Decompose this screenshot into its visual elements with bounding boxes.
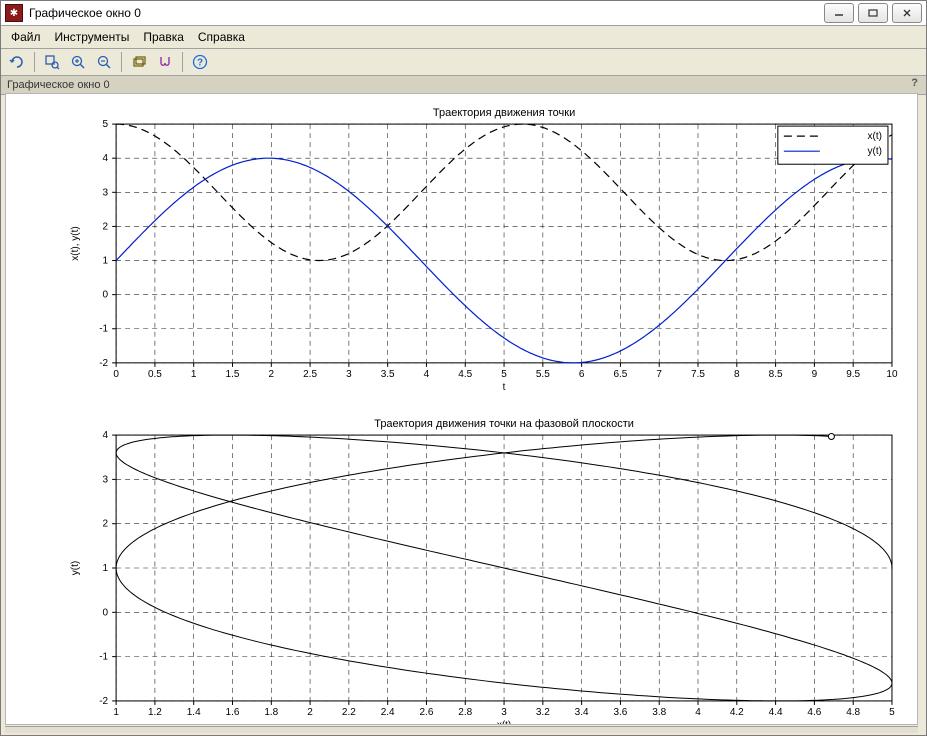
svg-text:1.8: 1.8 [264, 707, 278, 718]
svg-text:0: 0 [103, 607, 109, 618]
svg-text:-1: -1 [99, 324, 108, 335]
toolbar-separator [182, 52, 183, 72]
svg-text:4: 4 [424, 369, 430, 380]
titlebar: ✱ Графическое окно 0 [1, 1, 926, 26]
menu-item[interactable]: Справка [192, 28, 251, 46]
svg-text:-1: -1 [99, 652, 108, 663]
svg-text:5: 5 [501, 369, 507, 380]
svg-text:4.8: 4.8 [846, 707, 860, 718]
statusbar [5, 726, 918, 733]
rotate-icon[interactable] [5, 50, 29, 74]
menu-item[interactable]: Правка [137, 28, 190, 46]
svg-text:0: 0 [103, 290, 109, 301]
svg-text:3.4: 3.4 [575, 707, 589, 718]
svg-text:4: 4 [695, 707, 701, 718]
zoom-area-icon[interactable] [40, 50, 64, 74]
pan-icon[interactable] [127, 50, 151, 74]
svg-text:2.8: 2.8 [458, 707, 472, 718]
svg-text:3.5: 3.5 [381, 369, 395, 380]
svg-text:0: 0 [113, 369, 119, 380]
svg-text:2: 2 [269, 369, 275, 380]
svg-text:1.4: 1.4 [187, 707, 201, 718]
info-help-icon[interactable]: ? [911, 77, 918, 89]
svg-text:4.6: 4.6 [807, 707, 821, 718]
svg-text:10: 10 [886, 369, 898, 380]
svg-text:x(t): x(t) [497, 720, 511, 724]
minimize-button[interactable] [824, 3, 854, 23]
svg-text:4.4: 4.4 [769, 707, 783, 718]
svg-text:2.4: 2.4 [381, 707, 395, 718]
svg-text:6: 6 [579, 369, 585, 380]
app-window: ✱ Графическое окно 0 ФайлИнструментыПрав… [0, 0, 927, 736]
svg-text:0.5: 0.5 [148, 369, 162, 380]
svg-text:-2: -2 [99, 696, 108, 707]
svg-text:2: 2 [307, 707, 313, 718]
svg-text:8.5: 8.5 [769, 369, 783, 380]
svg-text:?: ? [197, 58, 203, 69]
svg-text:3: 3 [501, 707, 507, 718]
svg-text:5: 5 [103, 119, 109, 130]
svg-text:Траектория движения точки: Траектория движения точки [433, 107, 575, 119]
help-icon[interactable]: ? [188, 50, 212, 74]
svg-text:Траектория движения точки на ф: Траектория движения точки на фазовой пло… [374, 418, 634, 430]
svg-text:4: 4 [103, 430, 109, 441]
svg-text:1.6: 1.6 [226, 707, 240, 718]
menu-item[interactable]: Файл [5, 28, 47, 46]
svg-text:2.2: 2.2 [342, 707, 356, 718]
svg-text:-2: -2 [99, 358, 108, 369]
svg-text:6.5: 6.5 [613, 369, 627, 380]
svg-text:3: 3 [346, 369, 352, 380]
toolbar-separator [121, 52, 122, 72]
svg-text:4.2: 4.2 [730, 707, 744, 718]
toolbar-separator [34, 52, 35, 72]
svg-text:1.5: 1.5 [226, 369, 240, 380]
window-buttons [824, 3, 922, 23]
svg-text:1: 1 [191, 369, 197, 380]
svg-text:y(t): y(t) [70, 561, 81, 575]
svg-text:3.8: 3.8 [652, 707, 666, 718]
svg-text:2.5: 2.5 [303, 369, 317, 380]
svg-text:4.5: 4.5 [458, 369, 472, 380]
toolbar: ? [1, 49, 926, 76]
svg-text:7.5: 7.5 [691, 369, 705, 380]
plot-canvas: 0 0.5 1 1.5 2 2.5 3 3.5 4 4.5 5 5.5 6 6.5 7 7.5 8 8.5 9 9.5… [5, 93, 918, 725]
svg-text:1: 1 [103, 256, 109, 267]
close-button[interactable] [892, 3, 922, 23]
svg-text:5.5: 5.5 [536, 369, 550, 380]
svg-text:y(t): y(t) [868, 146, 882, 157]
info-strip-label: Графическое окно 0 [7, 79, 110, 91]
svg-text:3: 3 [103, 187, 109, 198]
svg-text:9.5: 9.5 [846, 369, 860, 380]
svg-text:2: 2 [103, 221, 109, 232]
svg-text:t: t [503, 382, 506, 393]
svg-text:1.2: 1.2 [148, 707, 162, 718]
toggle-icon[interactable] [153, 50, 177, 74]
zoom-in-icon[interactable] [66, 50, 90, 74]
svg-text:7: 7 [656, 369, 662, 380]
maximize-button[interactable] [858, 3, 888, 23]
svg-text:1: 1 [103, 563, 109, 574]
svg-text:5: 5 [889, 707, 895, 718]
svg-text:x(t), y(t): x(t), y(t) [70, 226, 81, 261]
svg-text:2.6: 2.6 [420, 707, 434, 718]
svg-text:1: 1 [113, 707, 119, 718]
svg-text:4: 4 [103, 153, 109, 164]
zoom-out-icon[interactable] [92, 50, 116, 74]
svg-text:3.6: 3.6 [613, 707, 627, 718]
menu-item[interactable]: Инструменты [49, 28, 136, 46]
svg-text:8: 8 [734, 369, 740, 380]
svg-text:x(t): x(t) [868, 131, 882, 142]
window-title: Графическое окно 0 [29, 6, 824, 20]
svg-text:2: 2 [103, 519, 109, 530]
svg-text:3: 3 [103, 474, 109, 485]
svg-text:9: 9 [812, 369, 818, 380]
menubar: ФайлИнструментыПравкаСправка [1, 26, 926, 49]
app-icon: ✱ [5, 4, 23, 22]
svg-text:3.2: 3.2 [536, 707, 550, 718]
